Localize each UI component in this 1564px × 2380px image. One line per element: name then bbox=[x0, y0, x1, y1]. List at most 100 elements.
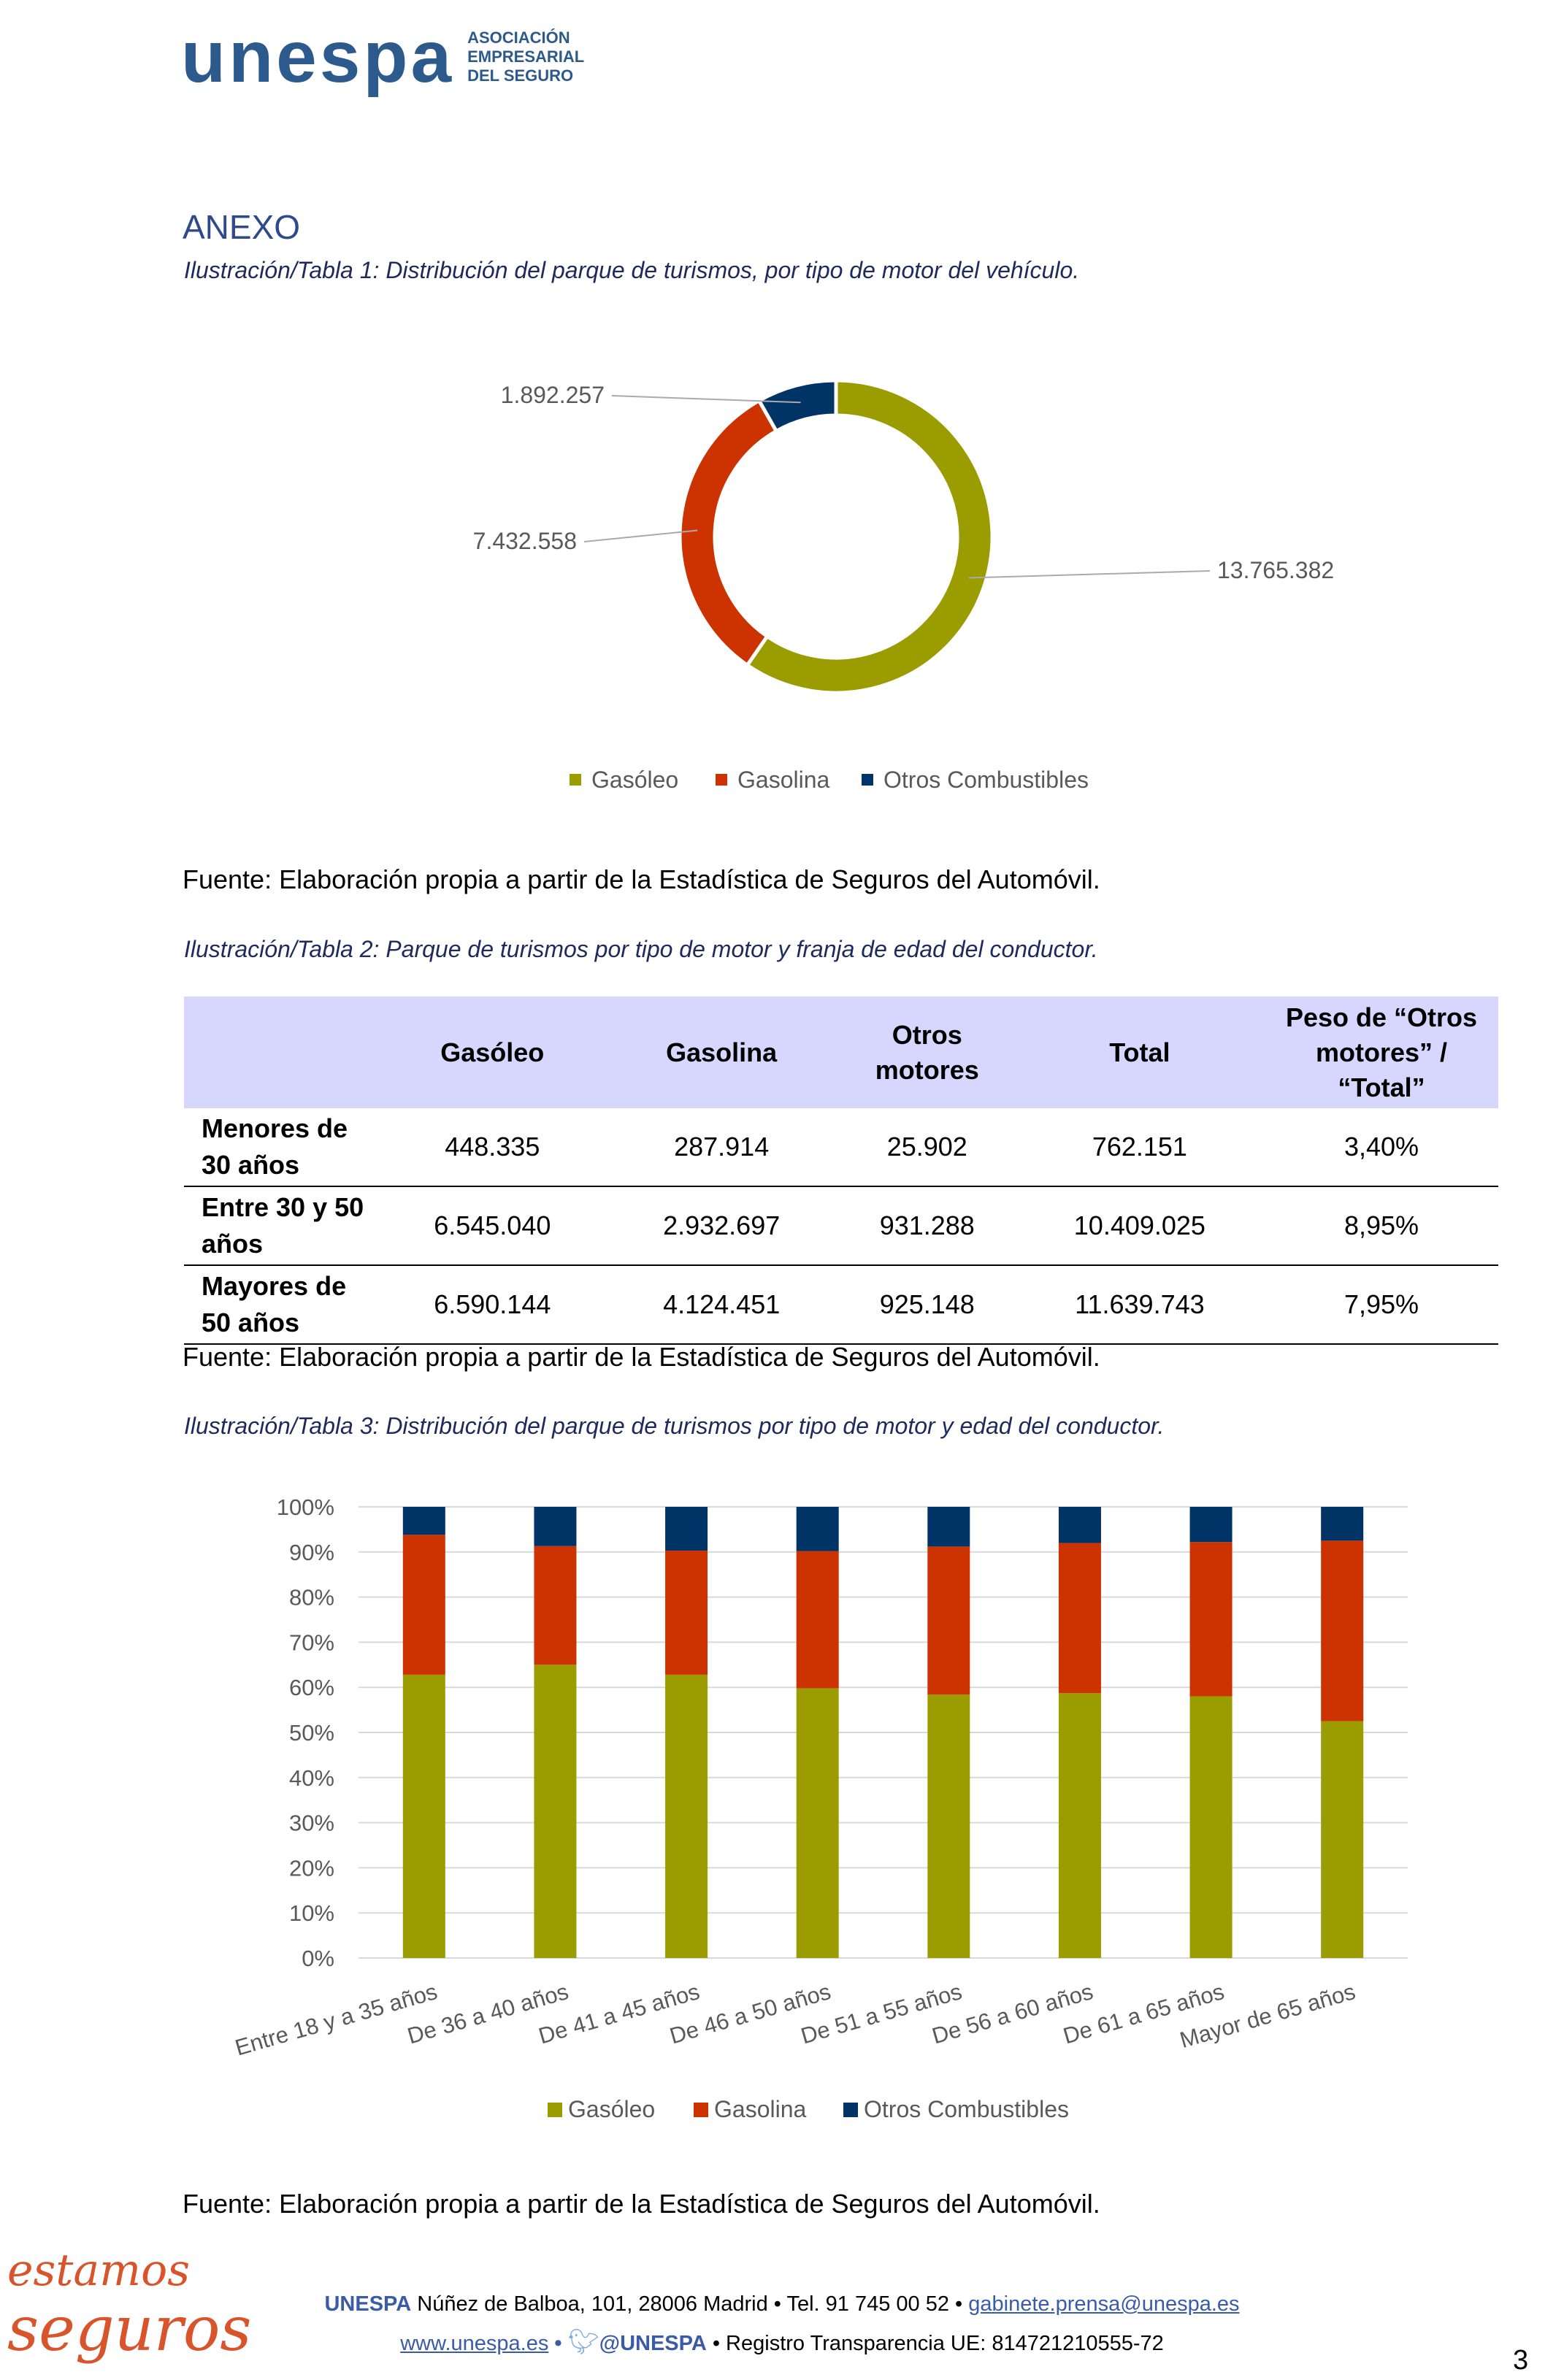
bar-gasóleo bbox=[402, 1674, 445, 1958]
caption-1: Ilustración/Tabla 1: Distribución del pa… bbox=[184, 257, 1080, 283]
table-header: Peso de “Otros motores” / “Total” bbox=[1265, 997, 1498, 1108]
section-title: ANEXO bbox=[183, 208, 301, 246]
source-1: Fuente: Elaboración propia a partir de l… bbox=[183, 864, 1100, 894]
table-header-row: Gasóleo Gasolina Otros motores Total Pes… bbox=[184, 997, 1498, 1108]
stacked-bar-chart: 0% 10% 20% 30% 40% 50% 60% 70% 80% 90% 100% Entre 1… bbox=[232, 1494, 1408, 2122]
y-tick-label: 10% bbox=[289, 1900, 334, 1926]
table-header: Gasolina bbox=[603, 997, 840, 1108]
bar-gasóleo bbox=[927, 1694, 970, 1958]
table-cell: 2.932.697 bbox=[603, 1186, 840, 1266]
legend-label: Gasolina bbox=[737, 767, 830, 793]
bar-otros-combustibles bbox=[1189, 1507, 1233, 1543]
table-cell: 4.124.451 bbox=[603, 1265, 840, 1345]
y-tick-label: 40% bbox=[289, 1765, 334, 1791]
source-2: Fuente: Elaboración propia a partir de l… bbox=[183, 1342, 1100, 1372]
data-label: 13.765.382 bbox=[1217, 557, 1334, 583]
y-tick-label: 80% bbox=[289, 1585, 334, 1611]
table-cell: 11.639.743 bbox=[1014, 1265, 1265, 1345]
table-cell: 3,40% bbox=[1265, 1108, 1498, 1187]
bar-gasóleo bbox=[665, 1674, 708, 1958]
bar-gasolina bbox=[665, 1550, 708, 1675]
logo-sub: ASOCIACIÓN bbox=[467, 28, 570, 47]
y-tick-label: 50% bbox=[289, 1720, 334, 1746]
donut-slice-2 bbox=[756, 378, 838, 434]
table-cell: 7,95% bbox=[1265, 1265, 1498, 1345]
data-label: 7.432.558 bbox=[473, 528, 577, 554]
table-cell: 925.148 bbox=[839, 1265, 1015, 1345]
legend-label: Gasóleo bbox=[568, 2096, 655, 2122]
row-header: Mayores de 50 años bbox=[184, 1265, 381, 1345]
table-cell: 762.151 bbox=[1014, 1108, 1265, 1187]
y-tick-label: 0% bbox=[302, 1946, 334, 1971]
legend-swatch bbox=[570, 774, 581, 786]
logo-sub: DEL SEGURO bbox=[467, 66, 574, 85]
twitter-icon: 🐦︎ bbox=[567, 2328, 599, 2356]
bar-gasóleo bbox=[1321, 1721, 1364, 1958]
bar-gasolina bbox=[927, 1546, 970, 1695]
legend-swatch bbox=[548, 2103, 562, 2117]
table-cell: 448.335 bbox=[381, 1108, 604, 1187]
x-tick-label: Entre 18 y a 35 años bbox=[232, 1978, 440, 2061]
row-header: Menores de 30 años bbox=[184, 1108, 381, 1187]
page-number: 3 bbox=[1513, 2345, 1529, 2376]
bar-otros-combustibles bbox=[534, 1507, 577, 1546]
bar-gasolina bbox=[796, 1551, 839, 1689]
table-row: Mayores de 50 años 6.590.144 4.124.451 925.… bbox=[184, 1265, 1498, 1345]
bar-otros-combustibles bbox=[1058, 1507, 1101, 1543]
unespa-logo: unespa ASOCIACIÓN EMPRESARIAL DEL SEGURO bbox=[181, 20, 584, 93]
legend-swatch bbox=[716, 774, 727, 786]
y-tick-label: 20% bbox=[289, 1855, 334, 1881]
estamos-seguros-logo: estamos seguros bbox=[7, 2245, 252, 2365]
table-cell: 8,95% bbox=[1265, 1186, 1498, 1266]
table-cell: 6.590.144 bbox=[381, 1265, 604, 1345]
data-label: 1.892.257 bbox=[501, 382, 605, 408]
logo-sub: EMPRESARIAL bbox=[467, 47, 585, 66]
legend-swatch bbox=[862, 774, 873, 786]
footer-twitter-link[interactable]: @UNESPA bbox=[599, 2332, 707, 2355]
table-cell: 287.914 bbox=[603, 1108, 840, 1187]
y-tick-label: 60% bbox=[289, 1675, 334, 1700]
y-tick-label: 30% bbox=[289, 1811, 334, 1836]
data-table: Gasóleo Gasolina Otros motores Total Pes… bbox=[184, 997, 1498, 1345]
bar-gasolina bbox=[402, 1535, 445, 1675]
legend-label: Otros Combustibles bbox=[864, 2096, 1069, 2122]
footer-brand: UNESPA bbox=[324, 2292, 412, 2316]
donut-slice-0 bbox=[744, 378, 994, 695]
bar-gasóleo bbox=[796, 1688, 839, 1958]
footer-web-link[interactable]: www.unespa.es bbox=[400, 2332, 549, 2355]
bar-gasolina bbox=[1321, 1540, 1364, 1721]
leader-line bbox=[968, 570, 1211, 579]
table-header: Otros motores bbox=[839, 997, 1015, 1108]
footer-line-2: www.unespa.es • 🐦︎@UNESPA • Registro Tra… bbox=[0, 2327, 1564, 2357]
table-row: Entre 30 y 50 años 6.545.040 2.932.697 931.… bbox=[184, 1186, 1498, 1266]
footer-line-1: UNESPA Núñez de Balboa, 101, 28006 Madri… bbox=[0, 2292, 1564, 2316]
bar-gasolina bbox=[534, 1546, 577, 1665]
footer-address: Núñez de Balboa, 101, 28006 Madrid • Tel… bbox=[411, 2292, 969, 2316]
bar-gasolina bbox=[1189, 1542, 1233, 1697]
row-header: Entre 30 y 50 años bbox=[184, 1186, 381, 1266]
y-tick-label: 90% bbox=[289, 1540, 334, 1565]
bar-otros-combustibles bbox=[927, 1507, 970, 1547]
bar-gasóleo bbox=[534, 1665, 577, 1958]
bar-otros-combustibles bbox=[402, 1507, 445, 1535]
leader-line bbox=[583, 529, 698, 542]
table-cell: 931.288 bbox=[839, 1186, 1015, 1266]
donut-slice-1 bbox=[678, 398, 779, 668]
donut-chart: 13.765.382 7.432.558 1.892.257 Gasóleo Gasol… bbox=[473, 378, 1334, 793]
bar-gasolina bbox=[1058, 1543, 1101, 1694]
bar-otros-combustibles bbox=[1321, 1507, 1364, 1541]
bar-otros-combustibles bbox=[796, 1507, 839, 1551]
separator: • bbox=[548, 2332, 568, 2355]
bar-gasóleo bbox=[1058, 1693, 1101, 1958]
legend-swatch bbox=[843, 2103, 858, 2117]
legend-label: Gasóleo bbox=[591, 767, 678, 793]
legend-label: Gasolina bbox=[714, 2096, 807, 2122]
y-tick-label: 70% bbox=[289, 1629, 334, 1655]
footer-email-link[interactable]: gabinete.prensa@unespa.es bbox=[968, 2292, 1240, 2316]
footer-registry: • Registro Transparencia UE: 81472121055… bbox=[706, 2332, 1164, 2355]
caption-2: Ilustración/Tabla 2: Parque de turismos … bbox=[184, 936, 1098, 962]
table-header: Gasóleo bbox=[381, 997, 604, 1108]
bar-gasóleo bbox=[1189, 1696, 1233, 1958]
leader-line bbox=[611, 395, 801, 404]
